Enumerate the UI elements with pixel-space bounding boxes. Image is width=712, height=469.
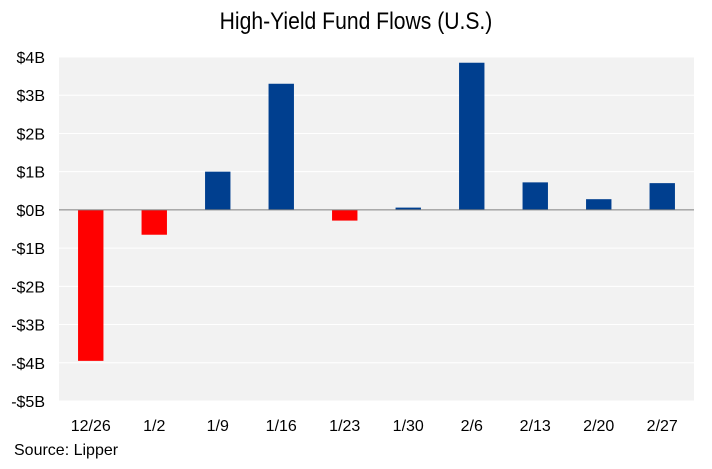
bar-1-16 — [268, 83, 294, 210]
y-axis-tick-labels: $4B $3B $2B $1B $0B -$1B -$2B -$3B -$4B -$5B — [11, 50, 45, 411]
bar-2-27 — [649, 183, 675, 210]
bar-1-9 — [205, 171, 231, 210]
bar-1-30 — [395, 207, 421, 210]
x-tick-label: 2/27 — [647, 418, 678, 435]
y-tick-label: -$2B — [11, 279, 45, 296]
chart-title: High-Yield Fund Flows (U.S.) — [219, 8, 493, 35]
y-tick-label: -$3B — [11, 318, 45, 335]
x-tick-label: 12/26 — [71, 418, 111, 435]
bars — [78, 62, 675, 361]
source-note: Source: Lipper — [14, 442, 119, 459]
x-axis-tick-labels: 12/26 1/2 1/9 1/16 1/23 1/30 2/6 2/13 2/20 2/27 — [71, 418, 678, 435]
bar-12-26 — [78, 209, 104, 361]
bar-1-2 — [141, 209, 167, 235]
x-tick-label: 2/6 — [461, 418, 483, 435]
y-tick-label: $4B — [17, 50, 45, 67]
gridlines — [59, 56, 694, 402]
x-tick-label: 2/13 — [520, 418, 551, 435]
bar-2-6 — [459, 62, 485, 210]
y-tick-label: -$5B — [11, 394, 45, 411]
y-tick-label: -$1B — [11, 241, 45, 258]
bar-2-13 — [522, 182, 548, 210]
y-tick-label: $1B — [17, 165, 45, 182]
y-tick-label: -$4B — [11, 356, 45, 373]
bar-2-20 — [586, 199, 612, 210]
y-tick-label: $2B — [17, 126, 45, 143]
x-tick-label: 2/20 — [583, 418, 614, 435]
bar-1-23 — [332, 209, 358, 221]
x-tick-label: 1/2 — [143, 418, 165, 435]
x-tick-label: 1/16 — [266, 418, 297, 435]
x-tick-label: 1/23 — [329, 418, 360, 435]
x-tick-label: 1/30 — [393, 418, 424, 435]
y-tick-label: $3B — [17, 88, 45, 105]
y-tick-label: $0B — [17, 203, 45, 220]
x-tick-label: 1/9 — [207, 418, 229, 435]
